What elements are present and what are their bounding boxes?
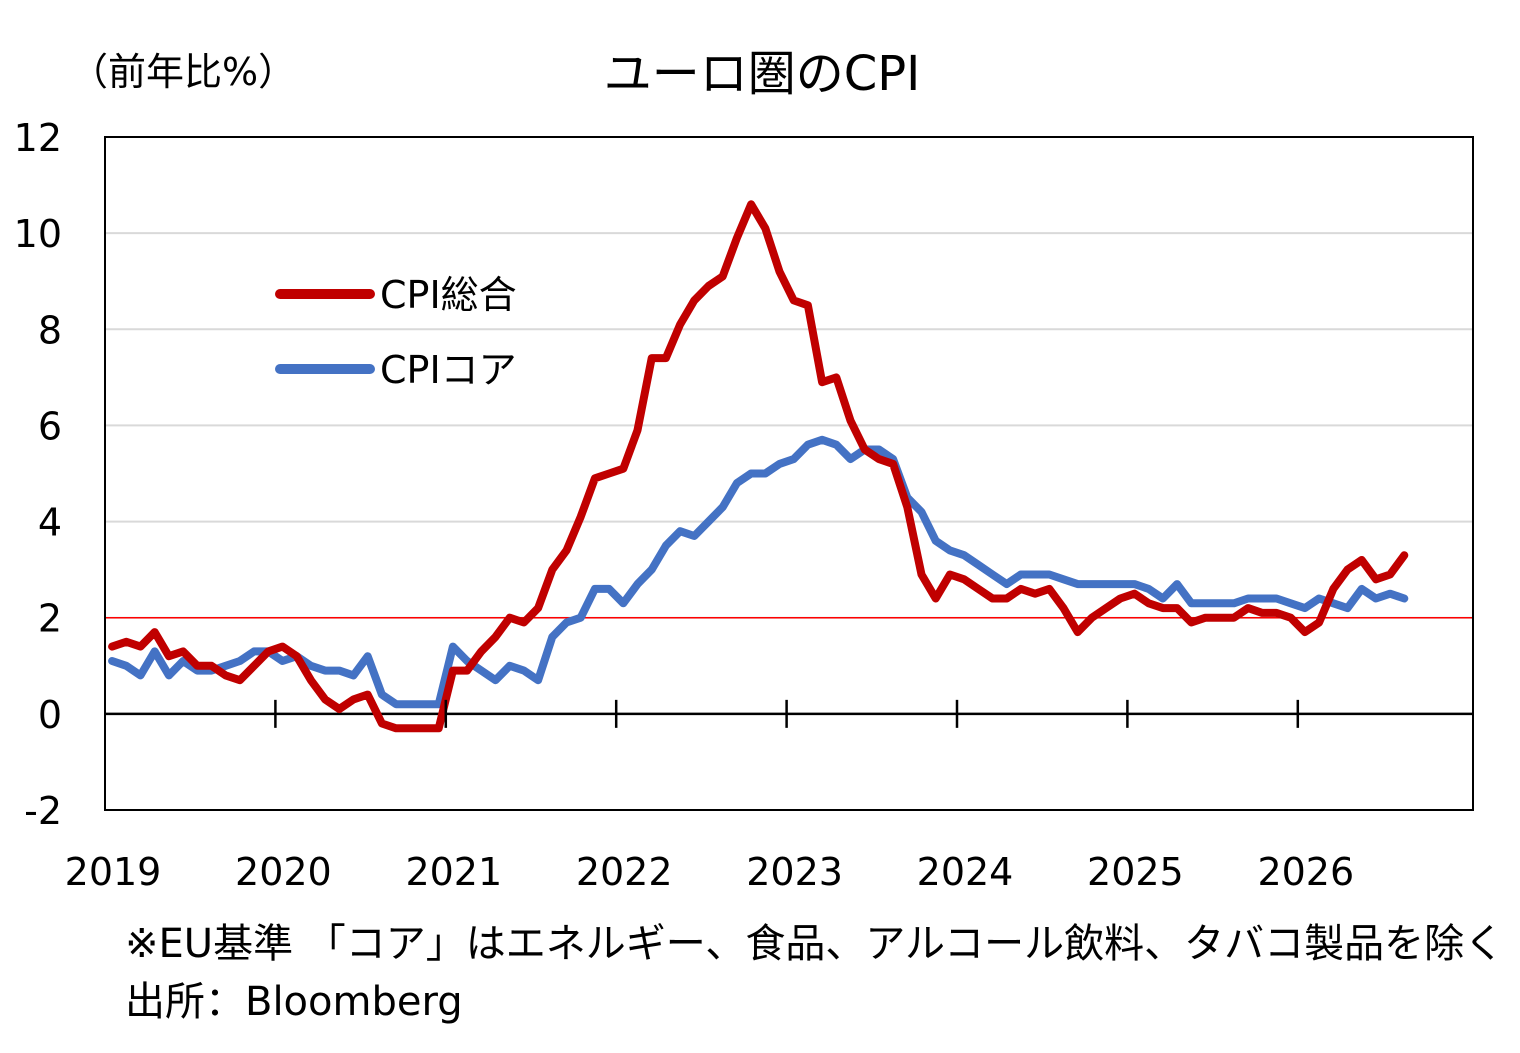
x-tick-label: 2020	[235, 850, 332, 894]
y-tick-label: 6	[38, 404, 62, 448]
plot-area-frame	[104, 136, 1474, 811]
legend: CPI総合 CPIコア	[275, 273, 517, 392]
series-lines	[108, 200, 1409, 733]
y-tick-label: 8	[38, 308, 62, 352]
series-line-cpi-total	[108, 200, 1409, 733]
y-axis-ticks: -2 0 2 4 6 8 10 12	[14, 116, 62, 833]
y-tick-label: 0	[38, 693, 62, 737]
x-tick-label: 2022	[576, 850, 673, 894]
y-tick-label: 4	[38, 501, 62, 545]
y-tick-label: 12	[14, 116, 62, 160]
x-tick-label: 2023	[746, 850, 843, 894]
y-tick-label: -2	[24, 789, 62, 833]
chart-title: ユーロ圏のCPI	[604, 46, 921, 102]
x-tick-label: 2019	[65, 850, 162, 894]
x-axis-ticks: 2019 2020 2021 2022 2023 2024 2025 2026	[65, 699, 1354, 894]
x-tick-label: 2024	[917, 850, 1014, 894]
series-line-cpi-core	[108, 435, 1409, 709]
x-tick-label: 2025	[1087, 850, 1184, 894]
x-tick-label: 2021	[405, 850, 502, 894]
y-tick-label: 10	[14, 212, 62, 256]
source-note: 出所：Bloomberg	[125, 979, 463, 1025]
y-tick-label: 2	[38, 597, 62, 641]
definition-note: ※EU基準 「コア」はエネルギー、食品、アルコール飲料、タバコ製品を除く	[125, 921, 1505, 967]
x-tick-label: 2026	[1257, 850, 1354, 894]
legend-label-cpi-core: CPIコア	[380, 348, 517, 392]
y-axis-unit-label: （前年比%）	[70, 50, 296, 94]
legend-label-cpi-total: CPI総合	[380, 273, 517, 317]
